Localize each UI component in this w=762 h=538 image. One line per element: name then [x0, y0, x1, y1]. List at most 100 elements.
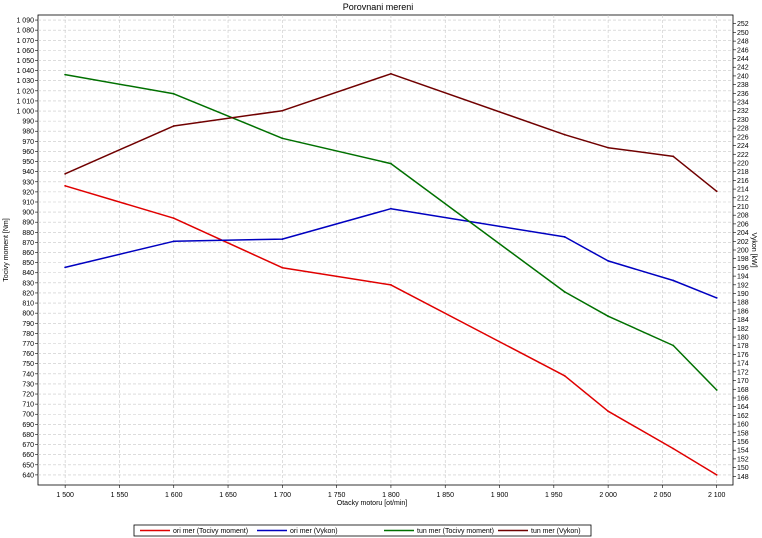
x-axis-label: Otacky motoru [ot/min]	[337, 500, 407, 507]
legend-label: ori mer (Vykon)	[290, 528, 338, 535]
right-tick-label: 234	[737, 100, 749, 107]
legend-label: ori mer (Tocivy moment)	[173, 528, 248, 535]
data-point	[281, 266, 284, 269]
left-tick-label: 1 020	[16, 88, 34, 95]
legend-label: tun mer (Tocivy moment)	[417, 528, 494, 535]
left-tick-label: 1 000	[16, 109, 34, 116]
data-point	[390, 162, 392, 165]
data-point	[607, 259, 610, 262]
right-tick-label: 222	[737, 152, 749, 159]
right-tick-label: 186	[737, 308, 749, 315]
right-tick-label: 158	[737, 430, 749, 437]
left-tick-label: 770	[22, 341, 34, 348]
left-tick-label: 910	[22, 199, 34, 206]
data-point	[672, 155, 675, 158]
x-tick-label: 1 900	[491, 492, 509, 499]
right-tick-label: 192	[737, 282, 749, 289]
right-tick-label: 220	[737, 160, 749, 167]
right-tick-label: 178	[737, 343, 749, 350]
left-tick-label: 680	[22, 432, 34, 439]
left-tick-label: 690	[22, 422, 34, 429]
left-tick-label: 880	[22, 230, 34, 237]
left-tick-label: 990	[22, 119, 34, 126]
data-point	[715, 473, 718, 476]
right-tick-label: 224	[737, 143, 749, 150]
gridlines	[38, 15, 733, 485]
left-tick-label: 650	[22, 462, 34, 469]
right-tick-label: 212	[737, 195, 749, 202]
left-tick-label: 970	[22, 139, 34, 146]
right-tick-label: 194	[737, 274, 749, 281]
series-line-1	[64, 207, 717, 299]
x-tick-label: 1 850	[436, 492, 454, 499]
x-axis-ticks: 1 500 1 550 1 600 1 650 1 700 1 750 1 800 1 850…	[56, 485, 726, 499]
data-point	[281, 238, 284, 241]
data-point	[715, 389, 718, 391]
left-tick-label: 810	[22, 301, 34, 308]
data-point	[563, 374, 566, 377]
right-tick-label: 198	[737, 256, 749, 263]
data-point	[172, 217, 175, 220]
right-tick-label: 226	[737, 134, 749, 141]
right-tick-label: 252	[737, 21, 749, 28]
left-tick-label: 660	[22, 452, 34, 459]
x-tick-label: 1 600	[165, 492, 183, 499]
data-point	[64, 73, 67, 76]
left-tick-label: 940	[22, 169, 34, 176]
left-tick-label: 1 090	[16, 18, 34, 25]
right-tick-label: 218	[737, 169, 749, 176]
right-tick-label: 206	[737, 221, 749, 228]
right-tick-label: 190	[737, 291, 749, 298]
right-tick-label: 248	[737, 39, 749, 46]
series-line-3	[64, 73, 718, 192]
right-tick-label: 182	[737, 326, 749, 333]
left-tick-label: 890	[22, 220, 34, 227]
legend-label: tun mer (Vykon)	[531, 528, 581, 535]
left-tick-label: 1 060	[16, 48, 34, 55]
left-tick-label: 760	[22, 351, 34, 358]
left-tick-label: 860	[22, 250, 34, 257]
right-tick-label: 244	[737, 56, 749, 63]
x-tick-label: 1 700	[274, 492, 292, 499]
right-tick-label: 200	[737, 248, 749, 255]
data-point	[172, 125, 175, 127]
legend	[133, 524, 592, 537]
chart-title: Porovnani mereni	[343, 2, 414, 12]
right-tick-label: 164	[737, 404, 749, 411]
right-axis-label: Vykon [kW]	[750, 232, 757, 267]
right-tick-label: 172	[737, 369, 749, 376]
left-tick-label: 930	[22, 179, 34, 186]
data-point	[607, 146, 610, 149]
left-tick-label: 750	[22, 361, 34, 368]
right-tick-label: 210	[737, 204, 749, 211]
left-tick-label: 960	[22, 149, 34, 156]
data-point	[672, 447, 675, 450]
x-tick-label: 2 000	[599, 492, 617, 499]
left-tick-label: 800	[22, 311, 34, 318]
left-tick-label: 820	[22, 290, 34, 297]
data-point	[563, 291, 566, 293]
x-tick-label: 2 050	[654, 492, 672, 499]
left-tick-label: 1 040	[16, 68, 34, 75]
data-point	[172, 92, 175, 95]
right-tick-label: 170	[737, 378, 749, 385]
left-tick-label: 1 070	[16, 38, 34, 45]
right-tick-label: 230	[737, 117, 749, 124]
left-axis-label: Tocivy moment [Nm]	[3, 218, 10, 281]
left-tick-label: 640	[22, 472, 34, 479]
x-tick-label: 1 950	[545, 492, 563, 499]
right-tick-label: 228	[737, 126, 749, 133]
x-tick-label: 2 100	[708, 492, 726, 499]
right-tick-label: 156	[737, 439, 749, 446]
data-point	[390, 283, 392, 286]
right-tick-label: 242	[737, 65, 749, 72]
data-point	[64, 266, 67, 269]
data-point	[715, 296, 718, 299]
right-tick-label: 168	[737, 387, 749, 394]
left-tick-label: 720	[22, 392, 34, 399]
data-point	[64, 184, 67, 187]
data-point	[607, 410, 610, 413]
left-tick-label: 830	[22, 280, 34, 287]
right-tick-label: 208	[737, 213, 749, 220]
